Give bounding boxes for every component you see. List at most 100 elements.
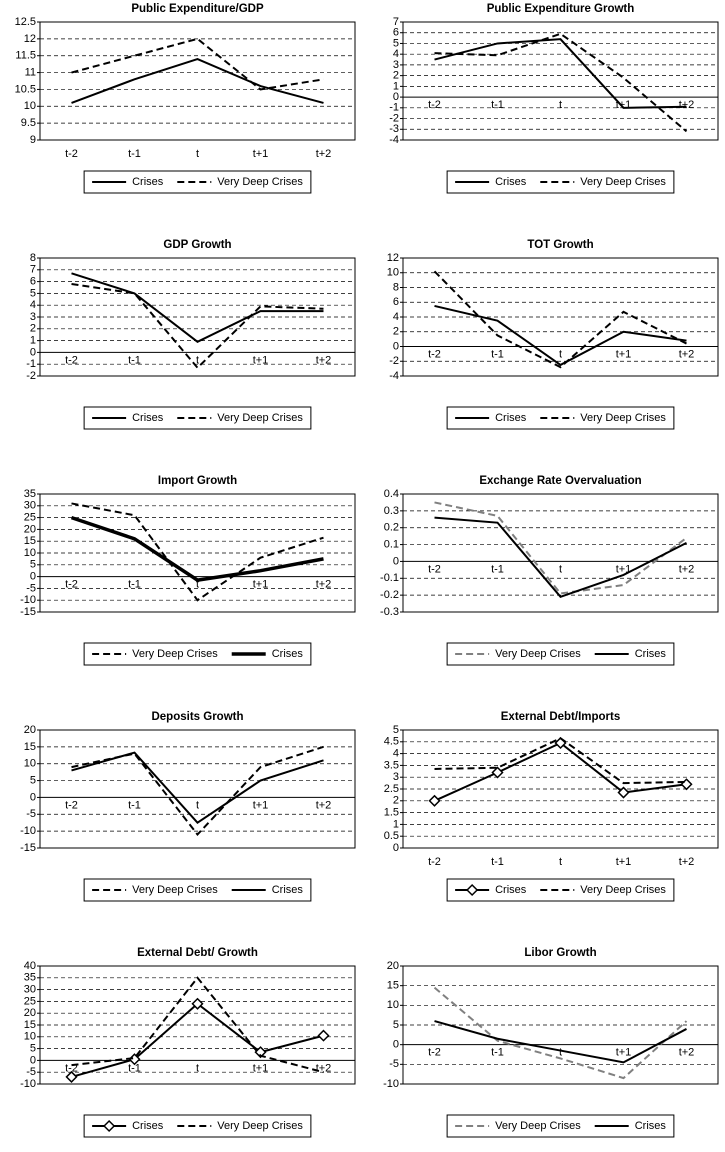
y-tick-label: 0 <box>30 1054 36 1066</box>
chart-title: Libor Growth <box>524 947 596 959</box>
y-tick-label: 20 <box>24 724 36 736</box>
x-tick-label: t-2 <box>65 579 78 591</box>
legend-box <box>446 1114 675 1138</box>
y-tick-label: 0.4 <box>384 488 399 500</box>
legend-label: Very Deep Crises <box>217 176 303 188</box>
y-tick-label: 0.5 <box>384 830 399 842</box>
data-marker <box>491 766 504 779</box>
chart-panel: External Debt/Imports 00.511.522.533.544.… <box>384 711 719 902</box>
legend-box <box>446 406 675 430</box>
x-tick-label: t+1 <box>616 1047 632 1059</box>
x-tick-label: t+1 <box>253 148 269 160</box>
series-line <box>71 58 324 104</box>
y-tick-label: 5 <box>393 1019 399 1031</box>
legend: Very Deep Crises Crises <box>446 642 675 666</box>
legend-label: Crises <box>495 412 527 424</box>
chart-title: External Debt/ Growth <box>137 947 258 959</box>
y-tick-label: 10 <box>24 758 36 770</box>
chart-panel: Public Expenditure Growth -4-3-2-10123456… <box>389 3 719 194</box>
x-tick-label: t-1 <box>128 148 141 160</box>
y-tick-label: -4 <box>389 134 399 146</box>
series-line <box>71 282 324 370</box>
legend-box <box>83 170 312 194</box>
x-tick-label: t <box>196 1062 199 1074</box>
y-tick-label: -0.1 <box>380 572 399 584</box>
series-line <box>434 741 687 802</box>
x-tick-label: t-1 <box>491 99 504 111</box>
y-tick-label: 0.2 <box>384 522 399 534</box>
y-tick-label: 12 <box>24 33 36 45</box>
series-line <box>434 32 688 133</box>
x-tick-label: t+2 <box>316 579 332 591</box>
data-marker <box>191 997 204 1010</box>
x-tick-label: t-1 <box>491 1047 504 1059</box>
y-tick-label: 10 <box>24 547 36 559</box>
x-tick-label: t <box>559 348 562 360</box>
x-tick-label: t-1 <box>128 579 141 591</box>
legend-label: Very Deep Crises <box>132 884 218 896</box>
series-line <box>433 270 687 369</box>
x-tick-label: t+1 <box>253 1062 269 1074</box>
y-tick-label: 15 <box>387 980 399 992</box>
y-tick-label: 2.5 <box>384 783 399 795</box>
legend-label: Crises <box>635 648 667 660</box>
y-tick-label: 15 <box>24 1019 36 1031</box>
x-tick-label: t-2 <box>428 348 441 360</box>
x-tick-label: t <box>559 1047 562 1059</box>
y-tick-label: 3 <box>393 771 399 783</box>
data-marker <box>617 786 630 799</box>
y-tick-label: 6 <box>393 296 399 308</box>
x-tick-label: t <box>559 99 562 111</box>
legend-label: Very Deep Crises <box>495 648 581 660</box>
legend-label: Crises <box>132 412 164 424</box>
series-line <box>434 516 687 598</box>
y-tick-label: -10 <box>20 1078 36 1090</box>
x-tick-label: t+2 <box>316 354 332 366</box>
series-line <box>71 37 324 91</box>
y-tick-label: 1 <box>393 818 399 830</box>
y-tick-label: 12 <box>387 252 399 264</box>
y-tick-label: 0 <box>30 791 36 803</box>
y-tick-label: 5 <box>393 37 399 49</box>
x-tick-label: t-2 <box>428 99 441 111</box>
x-tick-label: t+1 <box>253 354 269 366</box>
legend-label: Very Deep Crises <box>580 884 666 896</box>
series-line <box>71 272 324 343</box>
legend-label: Very Deep Crises <box>132 648 218 660</box>
chart-title: Public Expenditure Growth <box>487 3 635 15</box>
x-tick-label: t-2 <box>428 563 441 575</box>
y-tick-label: 40 <box>24 960 36 972</box>
y-tick-label: 20 <box>24 523 36 535</box>
y-tick-label: 20 <box>387 960 399 972</box>
y-tick-label: -5 <box>26 1066 36 1078</box>
legend-label: Crises <box>495 884 527 896</box>
x-tick-label: t-1 <box>128 1062 141 1074</box>
y-tick-label: 11.5 <box>15 50 36 62</box>
x-tick-label: t-2 <box>65 148 78 160</box>
chart-title: External Debt/Imports <box>501 711 621 723</box>
y-tick-label: 0 <box>30 571 36 583</box>
legend-label: Crises <box>132 1120 164 1132</box>
series-line <box>434 1020 687 1064</box>
y-tick-label: -5 <box>26 582 36 594</box>
y-tick-label: -5 <box>389 1058 399 1070</box>
series-line <box>433 986 688 1080</box>
chart-title: Exchange Rate Overvaluation <box>479 475 641 487</box>
legend-label: Very Deep Crises <box>580 176 666 188</box>
y-tick-label: 5 <box>393 724 399 736</box>
y-tick-label: -2 <box>389 355 399 367</box>
y-tick-label: -3 <box>389 123 399 135</box>
y-tick-label: 35 <box>24 488 36 500</box>
plot-frame <box>39 21 356 141</box>
legend: Crises Very Deep Crises <box>446 406 675 430</box>
y-tick-label: 3 <box>30 311 36 323</box>
y-tick-label: 30 <box>24 984 36 996</box>
series-line <box>71 976 324 1074</box>
legend: Crises Very Deep Crises <box>83 1114 312 1138</box>
series-line <box>434 737 687 785</box>
x-tick-label: t-1 <box>491 348 504 360</box>
y-tick-label: 2 <box>30 323 36 335</box>
y-tick-label: -10 <box>20 825 36 837</box>
y-tick-label: 4 <box>30 299 36 311</box>
